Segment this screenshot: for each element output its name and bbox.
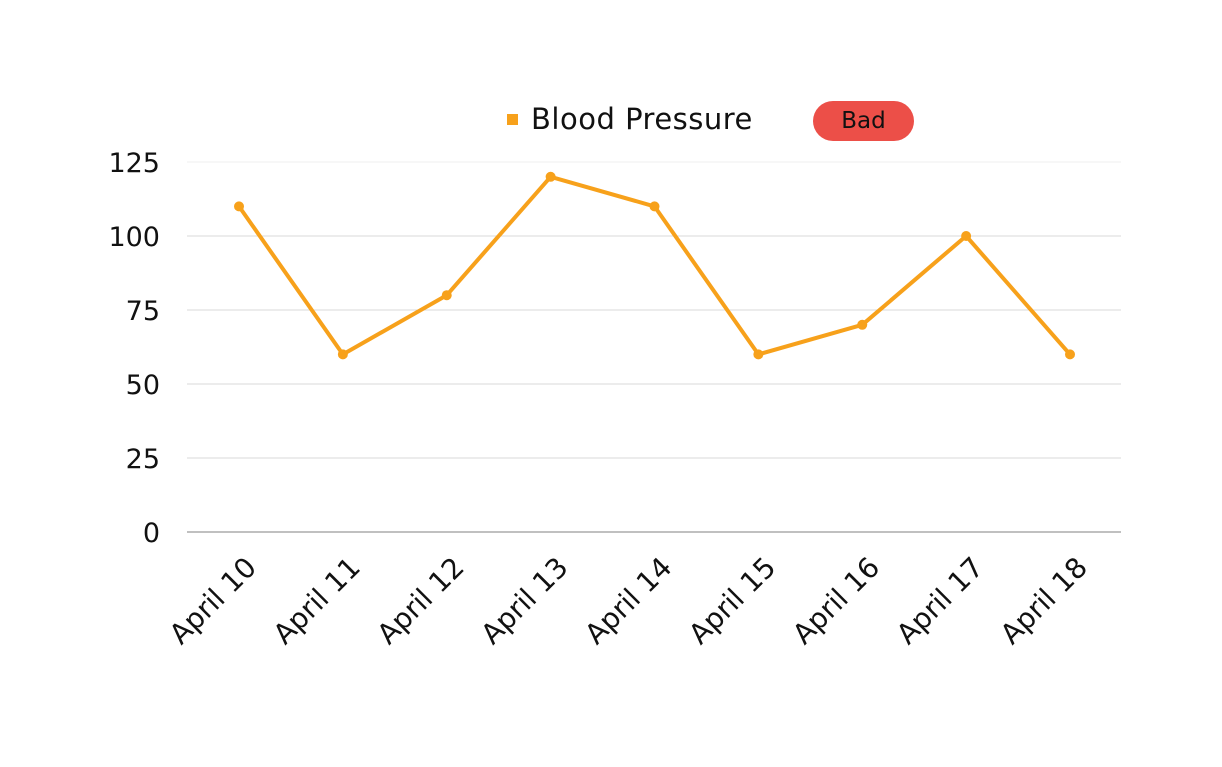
y-tick-label: 0 — [143, 518, 160, 549]
gridlines — [187, 161, 1121, 533]
data-point — [1065, 349, 1075, 360]
x-tick-label: April 14 — [578, 551, 678, 651]
data-point — [753, 349, 764, 360]
status-badge: Bad — [813, 101, 914, 141]
legend-label: Blood Pressure — [531, 102, 753, 136]
data-point — [961, 231, 972, 241]
data-point — [857, 319, 868, 330]
legend-swatch — [507, 113, 518, 125]
x-tick-label: April 13 — [474, 551, 574, 651]
x-tick-label: April 16 — [786, 551, 886, 651]
y-tick-label: 100 — [108, 222, 160, 253]
y-tick-label: 25 — [126, 444, 160, 475]
y-tick-label: 125 — [108, 148, 160, 179]
y-tick-label: 75 — [126, 296, 160, 327]
x-tick-label: April 18 — [994, 551, 1094, 651]
x-tick-label: April 15 — [682, 551, 782, 651]
data-point — [234, 201, 244, 212]
data-point — [649, 201, 660, 212]
x-tick-label: April 12 — [371, 551, 471, 651]
legend: Blood Pressure — [507, 100, 753, 138]
x-tick-label: April 10 — [163, 551, 263, 651]
data-point — [441, 290, 452, 301]
y-axis-ticks: 0 25 50 75 100 125 — [108, 148, 160, 549]
data-point — [337, 349, 348, 360]
x-tick-label: April 17 — [890, 551, 990, 651]
x-axis-ticks: April 10 April 11 April 12 April 13 April 14… — [163, 551, 1094, 651]
x-tick-label: April 11 — [267, 551, 367, 651]
data-point — [545, 171, 556, 182]
series-group — [234, 171, 1075, 360]
y-tick-label: 50 — [126, 370, 160, 401]
